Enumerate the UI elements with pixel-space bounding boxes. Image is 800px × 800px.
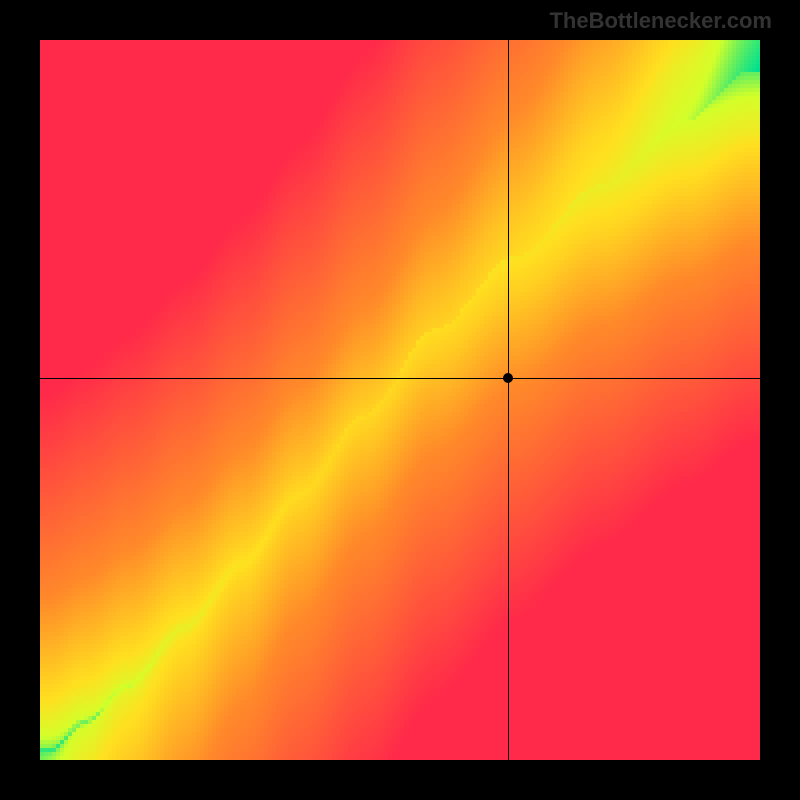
- watermark-text: TheBottlenecker.com: [549, 8, 772, 34]
- crosshair-marker: [503, 373, 513, 383]
- bottleneck-heatmap: [40, 40, 760, 760]
- crosshair-vertical: [508, 40, 509, 760]
- heatmap-canvas: [40, 40, 760, 760]
- crosshair-horizontal: [40, 378, 760, 379]
